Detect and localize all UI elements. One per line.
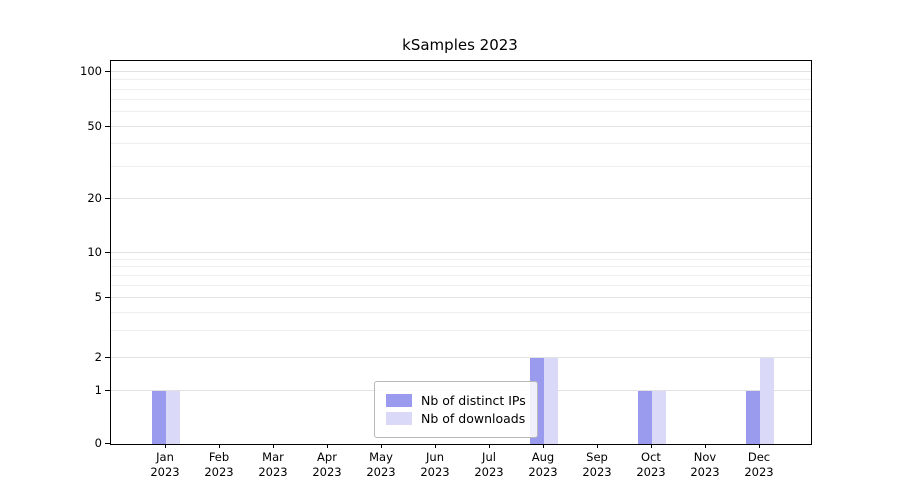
ytick-label: 10 [87, 244, 102, 259]
bars-layer [111, 61, 811, 444]
xtick-label: Apr 2023 [312, 450, 342, 479]
xtick-label: Mar 2023 [258, 450, 288, 479]
gridline [111, 88, 811, 90]
xtick-mark [651, 444, 652, 448]
legend-label-distinct-ips: Nb of distinct IPs [421, 393, 526, 408]
xtick-label: Dec 2023 [744, 450, 774, 479]
xtick-mark [327, 444, 328, 448]
gridline [111, 285, 811, 287]
ytick-mark [105, 356, 110, 358]
plot-area: Nb of distinct IPs Nb of downloads [110, 60, 812, 445]
ytick-label: 100 [80, 64, 102, 79]
chart-title: kSamples 2023 [402, 36, 518, 54]
bar-downloads [166, 391, 180, 444]
ytick-label: 50 [87, 118, 102, 133]
legend-entry-distinct-ips: Nb of distinct IPs [386, 393, 526, 408]
gridline [111, 297, 811, 299]
ytick-mark [105, 297, 110, 299]
legend-swatch-downloads [386, 412, 412, 425]
gridline [111, 111, 811, 113]
bar-distinct-ips [638, 391, 652, 444]
xtick-mark [597, 444, 598, 448]
xtick-label: Aug 2023 [528, 450, 558, 479]
xtick-label: Sep 2023 [582, 450, 612, 479]
xtick-mark [219, 444, 220, 448]
ytick-mark [105, 443, 110, 444]
xtick-label: Nov 2023 [690, 450, 720, 479]
gridline [111, 125, 811, 127]
legend-label-downloads: Nb of downloads [421, 411, 526, 426]
ytick-mark [105, 390, 110, 392]
ytick-mark [105, 71, 110, 73]
bar-downloads [652, 391, 666, 444]
ytick-label: 2 [94, 349, 102, 364]
xtick-mark [543, 444, 544, 448]
gridline [111, 330, 811, 332]
xtick-mark [705, 444, 706, 448]
bar-downloads [544, 358, 558, 444]
xtick-label: Jan 2023 [150, 450, 180, 479]
ytick-mark [105, 197, 110, 199]
ytick-label: 1 [94, 383, 102, 398]
ytick-label: 20 [87, 190, 102, 205]
xtick-label: Feb 2023 [204, 450, 234, 479]
ytick-label: 0 [94, 436, 102, 450]
xtick-mark [489, 444, 490, 448]
gridline [111, 266, 811, 268]
bar-distinct-ips [746, 391, 760, 444]
xtick-mark [759, 444, 760, 448]
gridline [111, 71, 811, 73]
ytick-mark [105, 125, 110, 127]
gridline [111, 311, 811, 313]
xtick-label: Jun 2023 [420, 450, 450, 479]
xtick-mark [435, 444, 436, 448]
xtick-mark [381, 444, 382, 448]
legend-swatch-distinct-ips [386, 394, 412, 407]
gridlines-layer [111, 61, 811, 444]
bar-downloads [760, 358, 774, 444]
gridline [111, 79, 811, 81]
gridline [111, 258, 811, 260]
gridline [111, 356, 811, 358]
legend: Nb of distinct IPs Nb of downloads [374, 381, 538, 438]
ytick-label: 5 [94, 290, 102, 305]
gridline [111, 143, 811, 145]
gridline [111, 197, 811, 199]
ytick-mark [105, 251, 110, 253]
gridline [111, 251, 811, 253]
legend-entry-downloads: Nb of downloads [386, 411, 526, 426]
xtick-mark [273, 444, 274, 448]
xtick-label: May 2023 [366, 450, 396, 479]
xtick-label: Oct 2023 [636, 450, 666, 479]
xtick-mark [165, 444, 166, 448]
bar-distinct-ips [152, 391, 166, 444]
gridline [111, 275, 811, 277]
gridline [111, 166, 811, 168]
xtick-label: Jul 2023 [474, 450, 504, 479]
gridline [111, 99, 811, 101]
